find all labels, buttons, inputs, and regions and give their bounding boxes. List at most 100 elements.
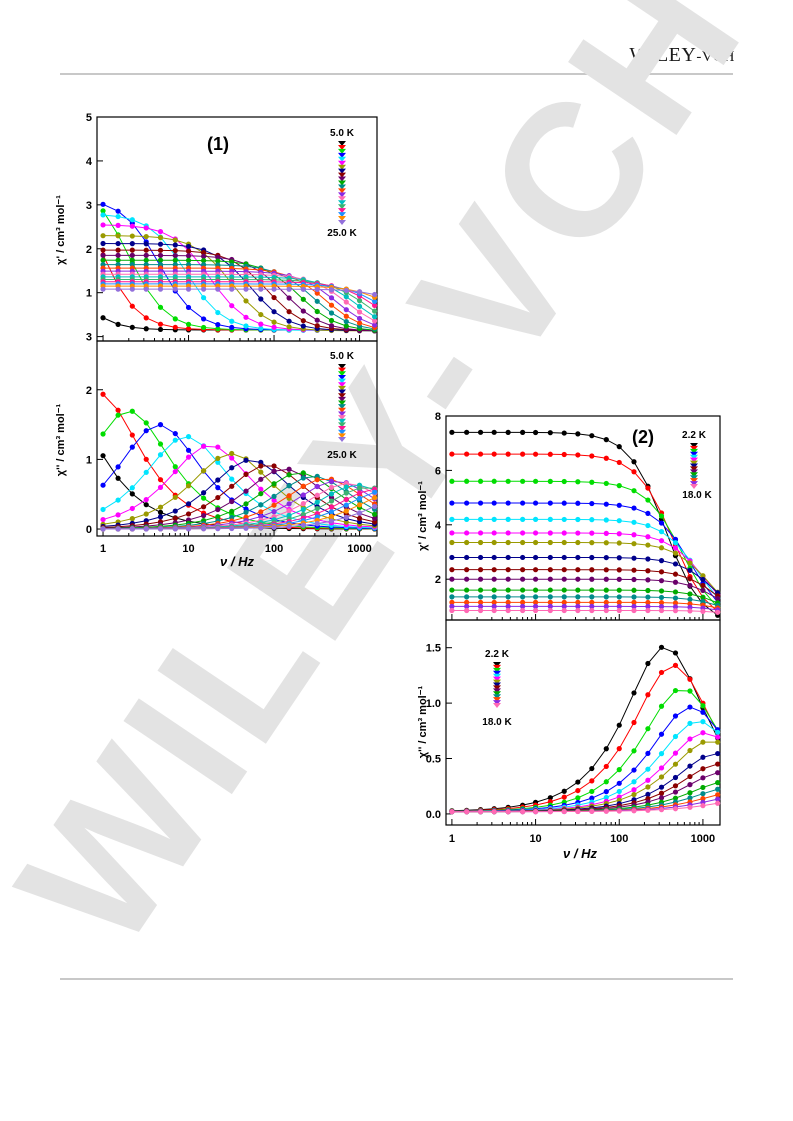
- fig2-chi-prime-point: [575, 479, 581, 485]
- fig2-chi-prime-point: [449, 594, 455, 600]
- fig1-chi-prime-point: [172, 286, 178, 292]
- fig1-chi-prime-point: [143, 315, 149, 321]
- fig1-legend2-arrow: [338, 407, 346, 413]
- fig1-chi-prime-point: [271, 286, 277, 292]
- fig1-chi-double-prime-point: [100, 453, 106, 459]
- fig2-top-frame: [445, 415, 721, 621]
- fig1-chi-double-prime-point: [314, 499, 320, 505]
- fig2-chi-prime-point: [547, 567, 553, 573]
- fig1-chi-double-prime-point: [300, 483, 306, 489]
- fig1-legend2-arrow: [338, 404, 346, 410]
- fig2-chi-double-prime-point: [603, 789, 609, 795]
- fig1-legend2-arrow: [338, 374, 346, 380]
- fig1-legend-arrow: [338, 141, 346, 146]
- fig1-chi-prime-point: [100, 208, 106, 214]
- fig1-chi-double-prime-point: [100, 391, 106, 397]
- fig2-legend-arrow: [690, 484, 698, 489]
- fig2-chi-prime-point: [532, 530, 539, 536]
- fig1-chi-double-prime-point: [300, 492, 306, 498]
- fig1-chi-double-prime-point: [356, 495, 363, 501]
- fig2-chi-prime-point: [561, 516, 567, 523]
- fig2-chi-double-prime-point: [672, 687, 679, 694]
- fig1-chi-double-prime-point: [258, 491, 264, 497]
- fig2-chi-double-prime-point: [700, 791, 706, 797]
- fig2-chi-prime-point: [700, 573, 706, 579]
- fig2-chi-double-prime-point: [687, 763, 693, 769]
- fig1-chi-prime-point: [215, 286, 221, 292]
- fig2-chi-prime-point: [532, 478, 539, 484]
- fig1-chi-double-prime-point: [258, 502, 264, 508]
- y-tick-label: 4: [86, 156, 93, 168]
- fig2-chi-prime-point: [561, 587, 567, 593]
- y-tick-label: 3: [86, 200, 92, 212]
- fig2-chi-prime-point: [616, 483, 622, 489]
- fig1-chi-double-prime-point: [300, 522, 306, 528]
- fig1-chi-prime-point: [356, 320, 363, 326]
- fig1-ylabel-top: χ' / cm³ mol⁻¹: [55, 195, 67, 265]
- fig2-chi-prime-point: [658, 603, 665, 610]
- fig1-chi-prime-point: [286, 286, 292, 292]
- fig1-chi-prime-point: [185, 326, 192, 332]
- fig2-chi-prime-point: [464, 478, 470, 484]
- footer-rule: [60, 978, 733, 980]
- fig2-chi-double-prime-point: [645, 791, 651, 798]
- fig1-chi-prime-point: [172, 237, 178, 243]
- fig2-chi-prime-point: [672, 540, 679, 546]
- fig2-legend-bottom: 18.0 K: [682, 490, 712, 501]
- fig2-chi-prime-point: [658, 513, 665, 519]
- fig1-legend-arrow: [338, 196, 346, 202]
- fig2-legend-arrow: [690, 443, 698, 448]
- fig1-legend2-arrow: [338, 422, 346, 428]
- fig2-chi-prime-point: [491, 478, 497, 484]
- fig2-chi-prime-point: [449, 500, 455, 506]
- fig2-chi-prime-point: [645, 497, 651, 503]
- fig2-legend-arrow: [690, 478, 698, 484]
- fig1-chi-prime-point: [200, 324, 207, 331]
- fig1-chi-prime-point: [157, 247, 164, 253]
- fig1-chi-double-prime-point: [200, 504, 207, 510]
- fig2-chi-prime-point: [631, 567, 637, 573]
- fig2-chi-prime-point: [561, 567, 567, 573]
- fig1-chi-double-prime-point: [229, 476, 235, 482]
- fig1-legend2-arrow: [338, 364, 346, 369]
- fig2-label: (2): [632, 427, 654, 447]
- fig1-chi-double-prime-point: [229, 525, 235, 532]
- fig1-chi-prime-point: [185, 257, 192, 263]
- fig2-chi-prime-point: [700, 598, 706, 605]
- fig1-legend-arrow: [338, 192, 346, 198]
- fig1-chi-double-prime-point: [185, 501, 192, 507]
- fig2-chi-prime-point: [547, 587, 553, 593]
- fig1-legend-arrow: [338, 164, 346, 170]
- fig1-chi-double-prime-point: [356, 502, 363, 508]
- fig1-chi-prime-point: [129, 217, 135, 223]
- fig2-chi-double-prime-point: [672, 806, 679, 812]
- fig2-chi-prime-point: [491, 530, 497, 536]
- fig2-chi-prime-point: [645, 542, 651, 548]
- fig1-chi-double-prime-point: [100, 506, 106, 513]
- fig2-chi-prime-point: [532, 516, 539, 522]
- fig1-chi-prime-point: [328, 317, 335, 324]
- fig1-chi-prime-point: [172, 324, 178, 330]
- fig2-legend2-arrow: [493, 685, 501, 691]
- fig2-chi-prime-point: [464, 516, 470, 522]
- fig1-chi-double-prime-point: [343, 490, 349, 496]
- fig2-chi-prime-point: [505, 607, 511, 614]
- fig2-chi-prime-point: [589, 530, 595, 536]
- fig1-chi-double-prime-point: [100, 482, 106, 488]
- fig2-chi-double-prime-line: [451, 664, 719, 812]
- fig2-chi-prime-point: [616, 603, 622, 610]
- fig2-chi-prime-point: [616, 594, 622, 600]
- fig2-chi-double-prime-point: [687, 747, 693, 754]
- fig2-chi-prime-point: [603, 480, 609, 487]
- fig1-chi-double-prime-point: [185, 511, 192, 517]
- fig2-chi-prime-point: [603, 599, 609, 605]
- fig2-chi-prime-point: [658, 600, 665, 606]
- fig2-chi-prime-point: [532, 587, 539, 593]
- fig2-chi-prime-point: [603, 455, 609, 461]
- fig1-chi-prime-point: [372, 318, 378, 324]
- fig1-chi-double-prime-point: [314, 477, 320, 483]
- y-tick-label: 4: [435, 520, 442, 532]
- fig2-chi-prime-point: [603, 594, 609, 600]
- fig2-chi-double-prime-point: [645, 766, 651, 772]
- fig1-chi-prime-point: [100, 315, 106, 321]
